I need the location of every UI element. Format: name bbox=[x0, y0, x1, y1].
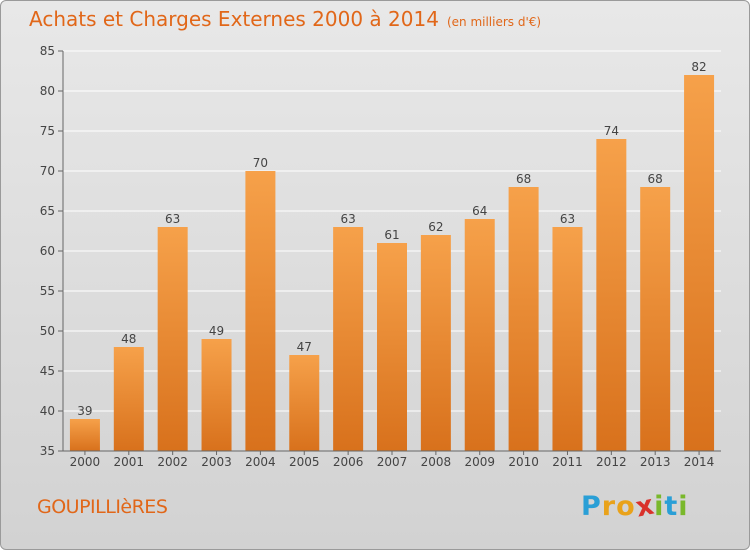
bar bbox=[113, 347, 144, 451]
place-name: GOUPILLIèRES bbox=[37, 496, 168, 518]
x-tick-label: 2002 bbox=[157, 455, 188, 469]
data-label: 74 bbox=[604, 124, 619, 138]
logo-letter: P bbox=[581, 491, 602, 522]
bar bbox=[464, 219, 495, 451]
chart-title: Achats et Charges Externes 2000 à 2014 (e… bbox=[29, 7, 541, 31]
y-tick-label: 80 bbox=[40, 84, 55, 98]
y-tick-label: 65 bbox=[40, 204, 55, 218]
data-label: 63 bbox=[340, 212, 355, 226]
chart-unit: (en milliers d'€) bbox=[446, 15, 542, 29]
y-tick-label: 35 bbox=[40, 444, 55, 458]
chart-title-text: Achats et Charges Externes 2000 à 2014 bbox=[29, 7, 439, 31]
bar bbox=[69, 419, 100, 451]
x-tick-label: 2011 bbox=[552, 455, 583, 469]
x-tick-label: 2008 bbox=[421, 455, 452, 469]
y-tick-label: 50 bbox=[40, 324, 55, 338]
bar bbox=[245, 171, 276, 451]
x-tick-label: 2005 bbox=[289, 455, 320, 469]
data-label: 61 bbox=[384, 228, 399, 242]
logo-letter: r bbox=[601, 491, 617, 522]
data-label: 82 bbox=[691, 60, 706, 74]
bar bbox=[201, 339, 232, 451]
y-tick-label: 70 bbox=[40, 164, 55, 178]
x-tick-label: 2014 bbox=[684, 455, 715, 469]
bar bbox=[289, 355, 320, 451]
bars: 39 48 63 49 70 47 63 61 62 64 68 63 74 68 82 bbox=[69, 60, 715, 451]
bar-chart: 39 48 63 49 70 47 63 61 62 64 68 63 74 68 82 35 40 45 50 5… bbox=[40, 44, 721, 469]
data-label: 68 bbox=[516, 172, 531, 186]
data-label: 62 bbox=[428, 220, 443, 234]
proxiti-logo: Proxiti bbox=[581, 489, 689, 523]
y-tick-label: 85 bbox=[40, 44, 55, 58]
x-tick-label: 2012 bbox=[596, 455, 627, 469]
logo-letter: i bbox=[654, 491, 665, 522]
x-tick-label: 2006 bbox=[333, 455, 364, 469]
y-tick-label: 60 bbox=[40, 244, 55, 258]
data-label: 63 bbox=[165, 212, 180, 226]
y-tick-label: 75 bbox=[40, 124, 55, 138]
data-label: 39 bbox=[77, 404, 92, 418]
x-tick-label: 2013 bbox=[640, 455, 671, 469]
bar bbox=[333, 227, 364, 451]
y-tick-label: 40 bbox=[40, 404, 55, 418]
axes: 35 40 45 50 55 60 65 70 75 80 85 2000 2001 2002 2003 20… bbox=[40, 44, 721, 469]
bar bbox=[157, 227, 188, 451]
x-tick-label: 2009 bbox=[464, 455, 495, 469]
y-tick-label: 55 bbox=[40, 284, 55, 298]
bar bbox=[420, 235, 451, 451]
x-tick-label: 2007 bbox=[377, 455, 408, 469]
x-tick-label: 2000 bbox=[70, 455, 101, 469]
data-label: 49 bbox=[209, 324, 224, 338]
data-label: 64 bbox=[472, 204, 487, 218]
bar bbox=[684, 75, 715, 451]
bar bbox=[508, 187, 539, 451]
data-label: 48 bbox=[121, 332, 136, 346]
data-label: 47 bbox=[297, 340, 312, 354]
x-tick-label: 2003 bbox=[201, 455, 232, 469]
bar bbox=[377, 243, 407, 451]
x-tick-label: 2001 bbox=[114, 455, 145, 469]
bar bbox=[596, 139, 627, 451]
bar bbox=[552, 227, 583, 451]
data-label: 68 bbox=[648, 172, 663, 186]
data-label: 63 bbox=[560, 212, 575, 226]
data-label: 70 bbox=[253, 156, 268, 170]
logo-letter: i bbox=[678, 491, 689, 522]
bar bbox=[640, 187, 671, 451]
x-tick-label: 2004 bbox=[245, 455, 276, 469]
y-tick-label: 45 bbox=[40, 364, 55, 378]
x-tick-label: 2010 bbox=[508, 455, 539, 469]
logo-letter: o bbox=[616, 491, 636, 522]
logo-letter: t bbox=[664, 491, 679, 522]
